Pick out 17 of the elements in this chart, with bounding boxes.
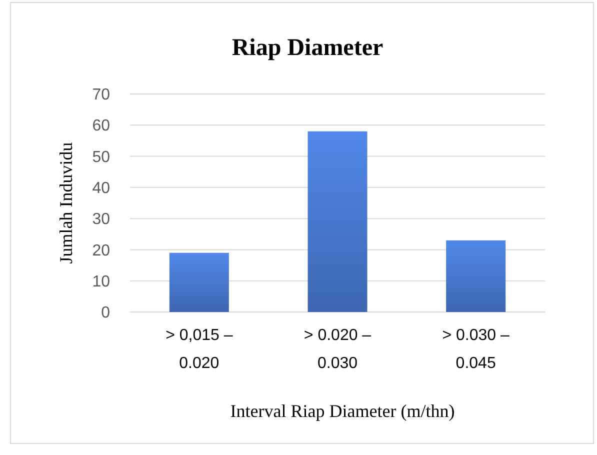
chart-title: Riap Diameter <box>232 35 384 61</box>
y-tick-label: 60 <box>92 118 110 135</box>
y-tick-label: 10 <box>92 273 110 290</box>
y-axis-title: Jumlah Induvidu <box>56 142 76 264</box>
bar <box>446 240 506 312</box>
x-tick-label: > 0.020 – 0.030 <box>304 327 372 372</box>
y-tick-label: 30 <box>92 211 110 228</box>
y-tick-label: 40 <box>92 180 110 198</box>
bar <box>169 252 229 312</box>
y-tick-label: 50 <box>92 148 110 166</box>
bar <box>308 131 368 312</box>
x-axis-title: Interval Riap Diameter (m/thn) <box>230 401 455 421</box>
y-tick-label: 20 <box>92 242 110 260</box>
x-tick-label: > 0,015 – 0.020 <box>166 327 233 372</box>
x-tick-label: > 0.030 – 0.045 <box>442 327 510 372</box>
y-tick-label: 70 <box>92 86 110 104</box>
y-tick-label: 0 <box>101 304 110 322</box>
